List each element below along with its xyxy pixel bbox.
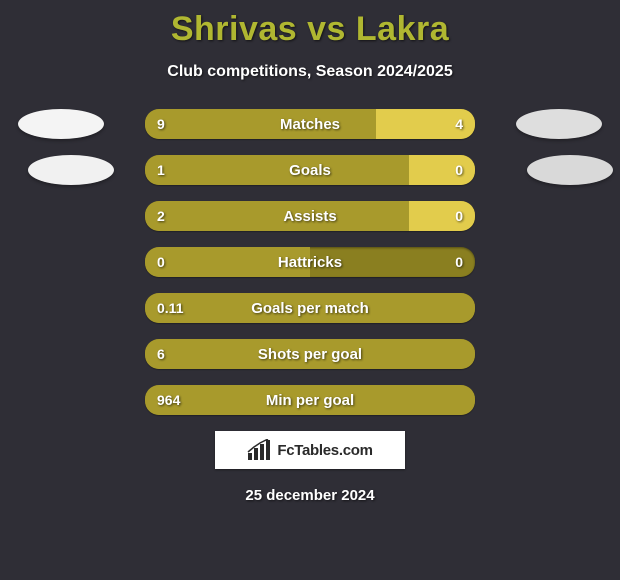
watermark-badge: FcTables.com (215, 431, 405, 469)
left-fill (145, 293, 475, 323)
watermark-text: FcTables.com (277, 442, 372, 459)
stat-row: Assists20 (145, 201, 475, 231)
date-footer: 25 december 2024 (0, 487, 620, 504)
right-fill (376, 109, 475, 139)
team-badge-left (18, 109, 104, 139)
page-subtitle: Club competitions, Season 2024/2025 (0, 63, 620, 81)
stat-row: Min per goal964 (145, 385, 475, 415)
right-fill (409, 201, 475, 231)
team-badge-right (527, 155, 613, 185)
left-fill (145, 155, 409, 185)
stat-row: Hattricks00 (145, 247, 475, 277)
right-fill (409, 155, 475, 185)
stat-row: Matches94 (145, 109, 475, 139)
right-value: 0 (455, 247, 463, 277)
bars-icon (247, 439, 271, 461)
left-fill (145, 247, 310, 277)
left-fill (145, 109, 376, 139)
stat-row: Goals per match0.11 (145, 293, 475, 323)
comparison-chart: Matches94 Goals10 Assists20 Hattricks00 Goal… (0, 109, 620, 415)
left-fill (145, 201, 409, 231)
team-badge-right (516, 109, 602, 139)
stat-row: Goals10 (145, 155, 475, 185)
team-badge-left (28, 155, 114, 185)
bar-rows-container: Matches94 Goals10 Assists20 Hattricks00 Goal… (0, 109, 620, 415)
left-fill (145, 385, 475, 415)
page-title: Shrivas vs Lakra (0, 10, 620, 49)
stat-row: Shots per goal6 (145, 339, 475, 369)
left-fill (145, 339, 475, 369)
